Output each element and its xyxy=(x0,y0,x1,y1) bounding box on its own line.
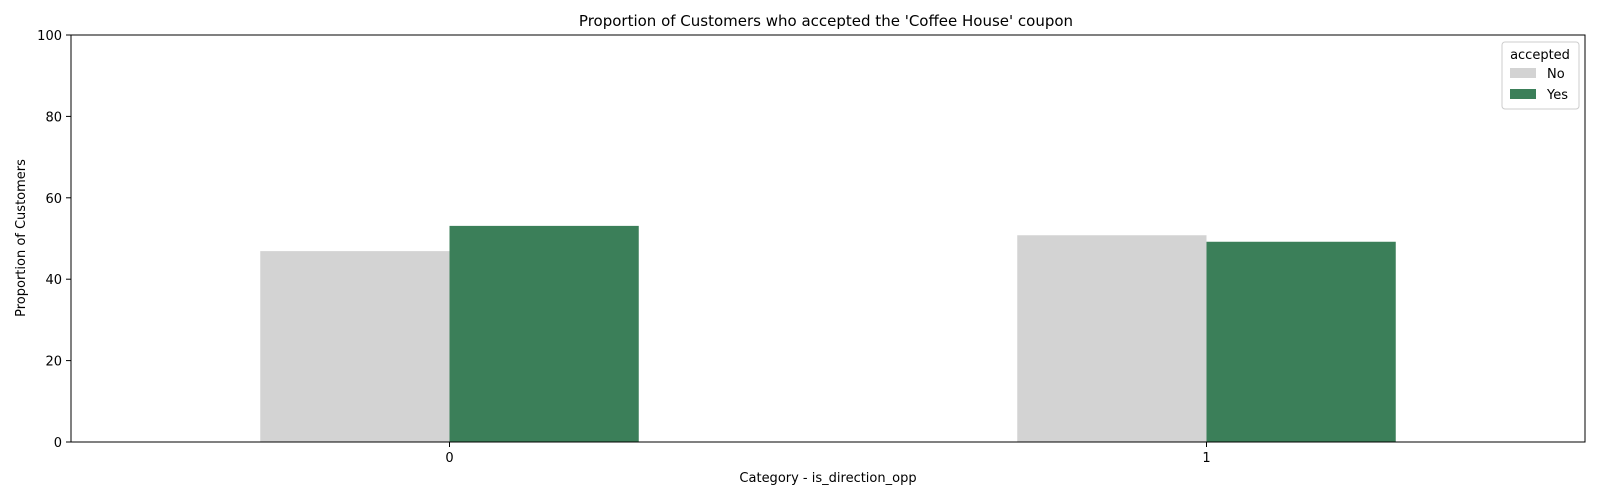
y-tick-label: 60 xyxy=(45,192,62,207)
legend-title: accepted xyxy=(1510,48,1570,63)
y-axis-label: Proportion of Customers xyxy=(14,159,29,317)
bars-layer xyxy=(260,225,1396,442)
y-tick-label: 0 xyxy=(54,436,62,451)
bar-yes-0 xyxy=(449,225,639,442)
legend-swatch-no xyxy=(1510,68,1536,78)
y-tick-label: 40 xyxy=(45,273,62,288)
x-axis-label: Category - is_direction_opp xyxy=(739,471,916,486)
y-tick-label: 80 xyxy=(45,110,62,125)
legend: accepted No Yes xyxy=(1501,41,1580,110)
bar-no-0 xyxy=(260,251,450,442)
x-tick-label: 0 xyxy=(445,451,453,466)
legend-label-no: No xyxy=(1547,67,1565,82)
x-tick-label: 1 xyxy=(1202,451,1210,466)
legend-label-yes: Yes xyxy=(1546,88,1568,103)
chart-title: Proportion of Customers who accepted the… xyxy=(579,12,1073,30)
legend-swatch-yes xyxy=(1510,89,1536,99)
bar-no-1 xyxy=(1017,235,1207,442)
y-tick-label: 100 xyxy=(37,29,62,44)
bar-yes-1 xyxy=(1206,241,1396,442)
y-axis-ticks: 0 20 40 60 80 100 xyxy=(37,29,71,451)
plot-frame xyxy=(70,34,1586,443)
y-tick-label: 20 xyxy=(45,355,62,370)
legend-items: No Yes xyxy=(1510,67,1568,103)
